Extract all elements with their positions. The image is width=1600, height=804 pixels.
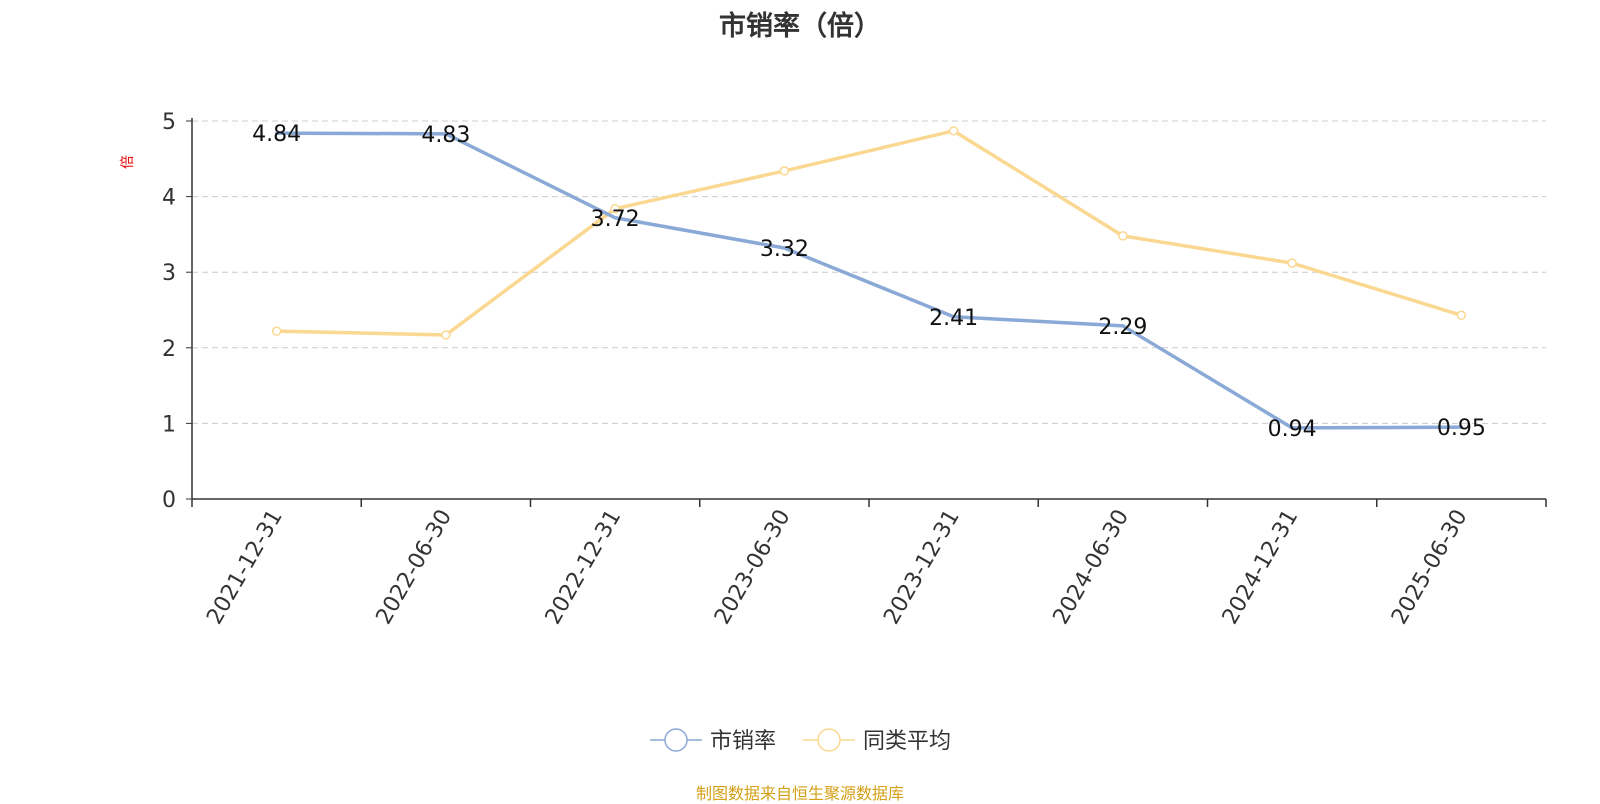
grid-lines — [192, 120, 1546, 424]
series-lines — [271, 126, 1467, 430]
series-line-0 — [274, 131, 1464, 430]
legend-label: 同类平均 — [863, 729, 951, 754]
series-point — [271, 326, 282, 336]
legend-item[interactable]: 同类平均 — [803, 728, 951, 754]
data-label: 2.29 — [1098, 315, 1147, 340]
y-tick-label: 2 — [162, 337, 176, 362]
data-label: 0.95 — [1437, 416, 1486, 441]
legend-marker — [664, 728, 688, 752]
series-point — [948, 126, 959, 136]
series-point — [1118, 231, 1128, 241]
axes: 0 1 2 3 4 5 2021-12-31 2022-06-30 2022-12-31 2023… — [162, 110, 1547, 629]
data-label: 4.84 — [252, 122, 301, 147]
x-tick-label: 2022-12-31 — [541, 506, 627, 629]
y-tick-label: 0 — [162, 488, 176, 513]
series-point — [441, 330, 451, 340]
y-axis-label: 倍 — [120, 155, 136, 169]
x-tick-label: 2021-12-31 — [202, 506, 288, 629]
series-point — [1456, 310, 1467, 321]
series-point — [610, 203, 620, 214]
x-tick-label: 2024-06-30 — [1048, 506, 1134, 629]
data-label: 4.83 — [421, 123, 470, 148]
x-tick-label: 2024-12-31 — [1218, 506, 1304, 629]
data-label: 2.41 — [929, 306, 978, 331]
legend-label: 市销率 — [710, 729, 776, 754]
source-note: 制图数据来自恒生聚源数据库 — [695, 784, 904, 803]
legend-item[interactable]: 市销率 — [650, 728, 776, 754]
series-line-1 — [274, 129, 1464, 337]
data-label: 3.72 — [591, 207, 640, 232]
series-point — [779, 166, 790, 176]
y-tick-label: 5 — [162, 110, 176, 135]
x-tick-label: 2023-06-30 — [710, 506, 796, 629]
y-tick-label: 4 — [162, 186, 176, 211]
y-tick-label: 1 — [162, 412, 176, 437]
x-tick-label: 2025-06-30 — [1387, 506, 1473, 629]
data-labels: 4.84 4.83 3.72 3.32 2.41 2.29 0.94 0.95 — [252, 122, 1486, 442]
legend[interactable]: 市销率 同类平均 — [650, 728, 951, 754]
x-tick-label: 2023-12-31 — [879, 506, 965, 629]
chart-title: 市销率（倍） — [719, 11, 881, 42]
legend-marker — [817, 728, 841, 752]
y-tick-label: 3 — [162, 261, 176, 286]
data-label: 0.94 — [1268, 417, 1317, 442]
x-tick-label: 2022-06-30 — [371, 506, 457, 629]
series-point — [1287, 258, 1297, 268]
data-label: 3.32 — [760, 237, 809, 262]
